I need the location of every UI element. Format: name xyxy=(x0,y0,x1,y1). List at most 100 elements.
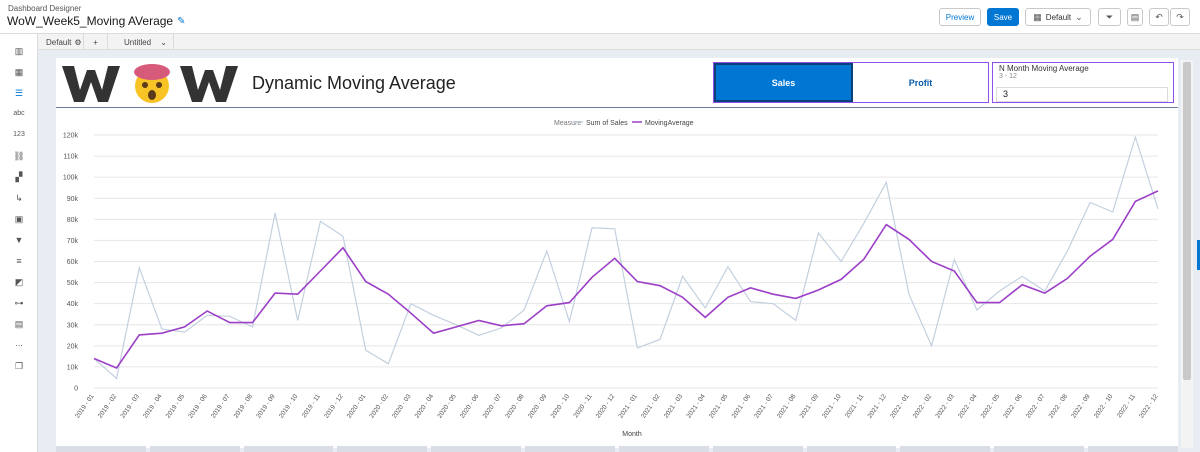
y-tick-label: 80k xyxy=(67,217,79,224)
date-widget-icon[interactable]: ▤ xyxy=(14,319,24,329)
undo-button[interactable]: ↶ xyxy=(1149,8,1169,26)
x-tick-label: 2021 - 04 xyxy=(685,393,707,420)
x-tick-label: 2019 - 12 xyxy=(323,393,345,420)
add-page-button[interactable]: + xyxy=(84,34,108,50)
x-tick-label: 2019 - 07 xyxy=(210,393,232,420)
x-tick-label: 2021 - 02 xyxy=(640,393,662,420)
undo-icon: ↶ xyxy=(1155,11,1163,22)
preview-button[interactable]: Preview xyxy=(939,8,981,26)
moving-average-chart: Measure Sum of Sales MovingAverage 0 10k 20k 3… xyxy=(56,114,1178,444)
x-tick-label: 2021 - 03 xyxy=(663,393,685,420)
x-tick-label: 2021 - 08 xyxy=(776,393,798,420)
list-widget-icon[interactable]: ≡ xyxy=(16,256,22,266)
range-widget-icon[interactable]: ∙∙∙ xyxy=(15,340,23,350)
image-widget-icon[interactable]: ▣ xyxy=(14,214,24,224)
x-tick-label: 2022 - 01 xyxy=(889,393,911,420)
n-month-range: 3 - 12 xyxy=(999,73,1017,80)
link-widget-icon[interactable]: ⛓ xyxy=(13,151,25,161)
y-tick-label: 120k xyxy=(63,133,79,140)
x-tick-label: 2022 - 08 xyxy=(1048,393,1070,420)
component-rail: ▥ ▦ ☰ abc 123 ⛓ ▞ ↳ ▣ ▼ ≡ ◩ ⊶ ▤ ∙∙∙ ❐ xyxy=(0,34,38,452)
n-month-label: N Month Moving Average xyxy=(999,64,1089,73)
y-tick-label: 110k xyxy=(63,154,78,161)
layout-icon: ▦ xyxy=(1033,11,1042,22)
x-tick-label: 2019 - 09 xyxy=(255,393,277,420)
x-tick-label: 2022 - 02 xyxy=(912,393,934,420)
scrollbar-thumb[interactable] xyxy=(1183,62,1191,380)
x-tick-label: 2019 - 04 xyxy=(142,393,164,420)
bottom-widget-strip xyxy=(56,446,1178,452)
legend-title: Measure xyxy=(554,120,581,127)
filter-button[interactable]: ⏷ xyxy=(1098,8,1121,26)
x-tick-label: 2019 - 02 xyxy=(97,393,119,420)
view-select[interactable]: ▦ Default ⌄ xyxy=(1025,8,1091,26)
measure-toggle: Sales Profit xyxy=(713,62,989,103)
x-tick-label: 2019 - 06 xyxy=(187,393,209,420)
table-widget-icon[interactable]: ▦ xyxy=(14,67,24,77)
chart-widget-icon[interactable]: ▥ xyxy=(14,46,24,56)
n-month-widget: N Month Moving Average 3 - 12 3 xyxy=(992,62,1174,103)
x-tick-label: 2021 - 11 xyxy=(844,393,865,419)
x-tick-label: 2021 - 10 xyxy=(821,393,843,420)
number-widget-icon[interactable]: 123 xyxy=(13,131,25,138)
redo-button[interactable]: ↷ xyxy=(1170,8,1190,26)
y-tick-label: 20k xyxy=(67,343,79,350)
properties-button[interactable]: ▤ xyxy=(1127,8,1143,26)
tab-default[interactable]: Default ⚙ xyxy=(40,34,84,50)
x-tick-label: 2020 - 12 xyxy=(595,393,617,420)
tab-untitled[interactable]: Untitled ⌄ xyxy=(118,34,174,50)
legend-label: MovingAverage xyxy=(645,120,694,127)
text-widget-icon[interactable]: abc xyxy=(13,110,25,117)
x-tick-label: 2020 - 10 xyxy=(550,393,572,420)
toggle-option-profit[interactable]: Profit xyxy=(853,63,988,102)
dashboard-title[interactable]: WoW_Week5_Moving AVerage ✎ xyxy=(7,14,185,28)
x-tick-label: 2020 - 02 xyxy=(368,393,390,420)
y-tick-label: 0 xyxy=(74,386,78,393)
layers-widget-icon[interactable]: ❐ xyxy=(14,361,24,371)
x-tick-label: 2021 - 07 xyxy=(753,393,775,420)
x-tick-label: 2020 - 04 xyxy=(414,393,436,420)
x-tick-label: 2021 - 06 xyxy=(731,393,753,420)
properties-icon: ▤ xyxy=(1130,11,1140,22)
navigation-widget-icon[interactable]: ↳ xyxy=(15,193,23,203)
redo-icon: ↷ xyxy=(1176,11,1184,22)
gear-icon[interactable]: ⚙ xyxy=(74,37,82,47)
x-tick-label: 2022 - 03 xyxy=(934,393,956,420)
tab-default-label: Default xyxy=(46,37,72,47)
x-tick-label: 2019 - 10 xyxy=(278,393,300,420)
y-tick-label: 90k xyxy=(67,196,79,203)
x-tick-label: 2020 - 08 xyxy=(504,393,526,420)
x-tick-label: 2021 - 01 xyxy=(617,393,639,420)
x-axis-label: Month xyxy=(622,431,642,438)
list-selector-icon[interactable]: ☰ xyxy=(14,88,24,98)
y-tick-label: 10k xyxy=(67,364,79,371)
x-tick-label: 2021 - 12 xyxy=(866,393,888,420)
dashboard-page xyxy=(56,58,1178,448)
y-tick-label: 40k xyxy=(67,301,79,308)
save-button[interactable]: Save xyxy=(987,8,1019,26)
edit-pencil-icon[interactable]: ✎ xyxy=(177,15,186,27)
dashboard-title-text: WoW_Week5_Moving AVerage xyxy=(7,14,174,28)
chart-svg: Measure Sum of Sales MovingAverage 0 10k 20k 3… xyxy=(63,120,1160,438)
x-tick-label: 2019 - 05 xyxy=(165,393,187,420)
container-widget-icon[interactable]: ▞ xyxy=(15,172,23,182)
y-tick-label: 100k xyxy=(63,175,79,182)
switch-widget-icon[interactable]: ⊶ xyxy=(14,298,24,308)
panel-edge-handle[interactable] xyxy=(1197,240,1200,270)
x-tick-label: 2019 - 03 xyxy=(119,393,141,420)
x-tick-label: 2020 - 07 xyxy=(482,393,504,420)
x-tick-label: 2022 - 04 xyxy=(957,393,979,420)
chevron-down-icon[interactable]: ⌄ xyxy=(160,37,167,47)
title-divider xyxy=(56,107,1178,108)
wow-logo xyxy=(60,60,242,106)
toggle-option-sales[interactable]: Sales xyxy=(714,63,853,102)
toggle-widget-icon[interactable]: ◩ xyxy=(14,277,24,287)
x-tick-label: 2019 - 11 xyxy=(301,393,322,419)
n-month-input[interactable]: 3 xyxy=(996,87,1168,102)
y-tick-label: 30k xyxy=(67,322,79,329)
x-tick-label: 2022 - 10 xyxy=(1093,393,1115,420)
x-tick-label: 2020 - 05 xyxy=(436,393,458,420)
x-tick-label: 2021 - 05 xyxy=(708,393,730,420)
x-tick-label: 2019 - 01 xyxy=(74,393,96,420)
filter-widget-icon[interactable]: ▼ xyxy=(14,235,24,245)
